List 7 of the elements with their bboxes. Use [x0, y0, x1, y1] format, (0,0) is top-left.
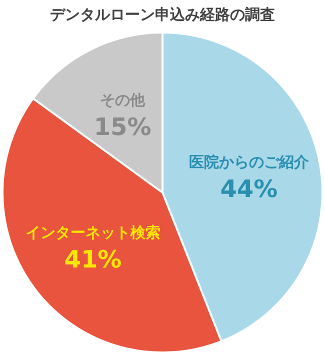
data-label: 44% [220, 175, 278, 204]
slice-label: 医院からのご紹介 [188, 153, 310, 172]
slice-label: インターネット検索 [25, 223, 160, 242]
chart-title: デンタルローン申込み経路の調査 [50, 6, 275, 24]
slice-label: その他 [100, 91, 146, 110]
data-label: 41% [64, 245, 122, 274]
data-label: 15% [94, 113, 152, 142]
